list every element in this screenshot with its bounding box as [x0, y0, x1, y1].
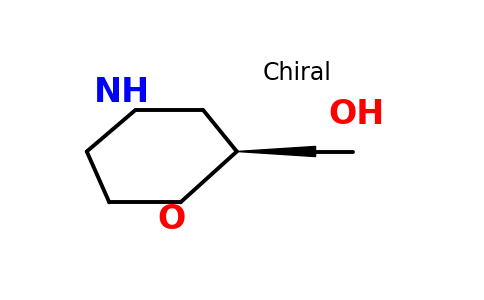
- Text: NH: NH: [94, 76, 151, 109]
- Text: Chiral: Chiral: [262, 61, 331, 85]
- Polygon shape: [237, 146, 316, 157]
- Text: O: O: [157, 203, 185, 236]
- Text: OH: OH: [329, 98, 385, 131]
